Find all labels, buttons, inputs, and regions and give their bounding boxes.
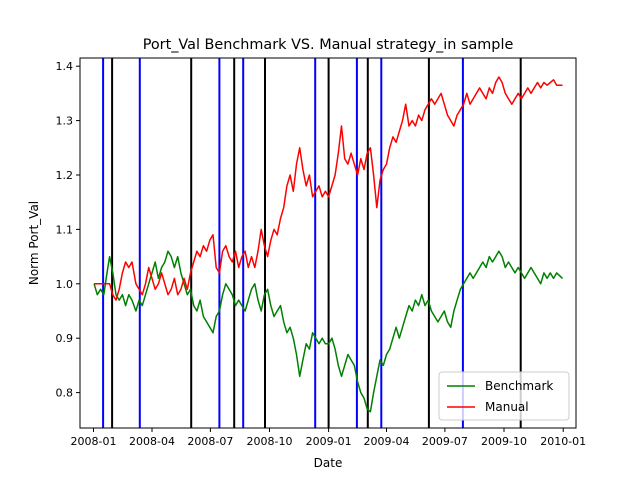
x-tick-label: 2009-01 bbox=[306, 435, 352, 448]
legend: Benchmark Manual bbox=[438, 371, 570, 421]
y-tick-label: 1.4 bbox=[56, 60, 74, 73]
series-line-manual bbox=[94, 76, 563, 301]
x-tick-label: 2009-10 bbox=[481, 435, 527, 448]
legend-label-benchmark: Benchmark bbox=[485, 379, 553, 393]
y-axis: 0.8 0.9 1.0 1.1 1.2 1.3 1.4 bbox=[56, 60, 80, 400]
series-layer bbox=[93, 76, 564, 413]
x-tick-label: 2008-07 bbox=[187, 435, 233, 448]
y-axis-label: Norm Port_Val bbox=[27, 201, 41, 285]
series-line-benchmark bbox=[93, 250, 564, 413]
x-tick-label: 2008-10 bbox=[247, 435, 293, 448]
y-tick-label: 0.9 bbox=[56, 332, 74, 345]
signal-lines bbox=[102, 58, 522, 428]
x-tick-label: 2010-01 bbox=[540, 435, 586, 448]
x-axis: 2008-01 2008-04 2008-07 2008-10 2009-01 2009-… bbox=[71, 428, 586, 448]
y-tick-label: 1.2 bbox=[56, 169, 74, 182]
plot-frame bbox=[79, 57, 577, 429]
y-tick-label: 1.0 bbox=[56, 278, 74, 291]
x-tick-label: 2008-01 bbox=[71, 435, 117, 448]
legend-box bbox=[438, 371, 570, 421]
y-tick-label: 1.1 bbox=[56, 223, 74, 236]
x-tick-label: 2008-04 bbox=[129, 435, 175, 448]
y-tick-label: 0.8 bbox=[56, 387, 74, 400]
x-axis-label: Date bbox=[314, 456, 343, 470]
legend-label-manual: Manual bbox=[485, 400, 529, 414]
x-tick-label: 2009-07 bbox=[422, 435, 468, 448]
chart-title: Port_Val Benchmark VS. Manual strategy_i… bbox=[143, 37, 514, 53]
y-tick-label: 1.3 bbox=[56, 115, 74, 128]
x-tick-label: 2009-04 bbox=[364, 435, 410, 448]
